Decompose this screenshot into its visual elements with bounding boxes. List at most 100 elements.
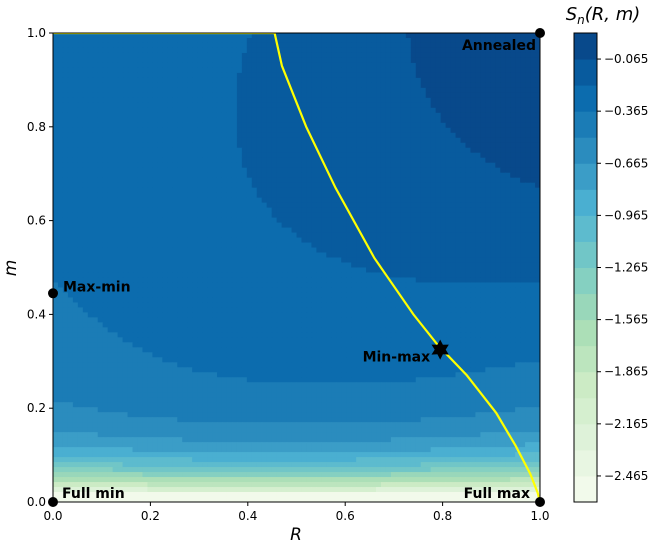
contour-cell	[53, 142, 59, 149]
contour-cell	[202, 172, 208, 179]
contour-cell	[187, 187, 193, 194]
contour-cell	[420, 172, 427, 179]
contour-cell	[127, 77, 134, 84]
contour-cell	[291, 132, 298, 139]
contour-cell	[72, 217, 79, 224]
contour-cell	[425, 117, 432, 124]
contour-cell	[177, 197, 183, 204]
contour-cell	[321, 77, 327, 84]
contour-cell	[460, 247, 467, 254]
contour-cell	[316, 107, 322, 114]
contour-cell	[53, 177, 59, 184]
contour-cell	[271, 282, 278, 289]
contour-cell	[535, 267, 540, 274]
contour-cell	[415, 182, 422, 189]
contour-cell	[400, 222, 407, 229]
contour-cell	[246, 82, 253, 89]
contour-cell	[435, 132, 442, 139]
contour-cell	[331, 33, 337, 39]
contour-cell	[82, 197, 89, 204]
contour-cell	[162, 42, 168, 49]
contour-cell	[510, 192, 516, 199]
contour-cell	[157, 202, 163, 209]
contour-cell	[385, 152, 392, 159]
contour-cell	[366, 262, 372, 269]
contour-cell	[286, 92, 293, 99]
contour-cell	[236, 172, 243, 179]
contour-cell	[415, 212, 422, 219]
contour-cell	[147, 117, 153, 124]
contour-cell	[122, 72, 129, 79]
contour-cell	[510, 52, 516, 59]
contour-cell	[97, 222, 104, 229]
contour-cell	[470, 72, 476, 79]
contour-cell	[341, 162, 347, 169]
contour-cell	[281, 212, 288, 219]
contour-cell	[341, 167, 347, 174]
contour-cell	[137, 167, 144, 174]
contour-cell	[92, 177, 99, 184]
contour-cell	[266, 217, 273, 224]
contour-cell	[515, 37, 521, 44]
contour-cell	[480, 92, 486, 99]
contour-cell	[246, 257, 253, 264]
contour-cell	[346, 147, 352, 154]
contour-cell	[197, 237, 203, 244]
contour-cell	[480, 102, 486, 109]
contour-cell	[207, 232, 213, 239]
contour-cell	[361, 187, 367, 194]
contour-cell	[440, 222, 447, 229]
contour-cell	[137, 112, 144, 119]
contour-cell	[475, 162, 481, 169]
contour-cell	[410, 252, 417, 259]
contour-cell	[525, 87, 531, 94]
contour-cell	[192, 132, 198, 139]
contour-cell	[147, 247, 153, 254]
contour-cell	[430, 82, 437, 89]
contour-cell	[351, 37, 357, 44]
contour-cell	[127, 272, 134, 279]
contour-cell	[395, 197, 402, 204]
contour-cell	[400, 137, 407, 144]
contour-cell	[356, 137, 362, 144]
contour-cell	[226, 192, 233, 199]
contour-cell	[400, 242, 407, 249]
contour-cell	[212, 232, 218, 239]
contour-cell	[376, 102, 382, 109]
contour-cell	[207, 277, 213, 284]
contour-cell	[445, 192, 452, 199]
contour-cell	[490, 72, 496, 79]
contour-cell	[460, 107, 467, 114]
contour-cell	[510, 152, 516, 159]
contour-cell	[236, 112, 243, 119]
contour-cell	[57, 42, 64, 49]
contour-cell	[485, 257, 491, 264]
contour-cell	[346, 57, 352, 64]
contour-cell	[276, 202, 283, 209]
contour-cell	[535, 237, 540, 244]
contour-cell	[87, 182, 94, 189]
contour-cell	[485, 262, 491, 269]
contour-cell	[361, 67, 367, 74]
contour-cell	[460, 87, 467, 94]
contour-cell	[430, 262, 437, 269]
contour-cell	[366, 87, 372, 94]
contour-cell	[251, 192, 258, 199]
contour-cell	[371, 282, 377, 289]
contour-cell	[127, 267, 134, 274]
contour-cell	[390, 77, 397, 84]
contour-cell	[380, 262, 387, 269]
contour-cell	[470, 57, 476, 64]
contour-cell	[197, 37, 203, 44]
contour-cell	[480, 227, 486, 234]
contour-cell	[500, 92, 506, 99]
contour-cell	[117, 282, 124, 289]
contour-cell	[410, 97, 417, 104]
contour-cell	[286, 187, 293, 194]
contour-cell	[281, 227, 288, 234]
contour-cell	[256, 137, 263, 144]
contour-cell	[261, 277, 268, 284]
contour-cell	[291, 267, 298, 274]
contour-cell	[276, 137, 283, 144]
contour-cell	[132, 202, 139, 209]
